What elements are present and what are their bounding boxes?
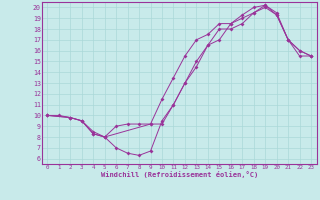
X-axis label: Windchill (Refroidissement éolien,°C): Windchill (Refroidissement éolien,°C) [100,171,258,178]
